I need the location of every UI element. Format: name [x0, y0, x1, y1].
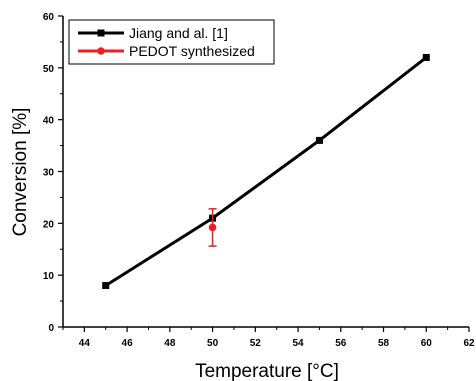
- x-tick-label: 56: [335, 338, 347, 349]
- x-tick-label: 54: [292, 338, 304, 349]
- y-axis-title: Conversion [%]: [10, 108, 31, 237]
- y-tick-label: 0: [48, 323, 54, 334]
- series-1: [102, 54, 430, 289]
- y-tick-label: 20: [43, 219, 55, 230]
- x-tick-label: 46: [122, 338, 134, 349]
- data-point: [209, 224, 217, 232]
- x-tick-label: 60: [421, 338, 433, 349]
- data-point: [316, 137, 323, 144]
- x-tick-label: 52: [250, 338, 262, 349]
- data-series: [102, 54, 430, 289]
- y-tick-label: 10: [43, 271, 55, 282]
- x-tick-label: 62: [463, 338, 475, 349]
- data-point: [423, 54, 430, 61]
- y-tick-label: 40: [43, 116, 55, 127]
- legend-marker: [97, 47, 105, 55]
- x-tick-label: 58: [378, 338, 390, 349]
- x-tick-label: 50: [207, 338, 219, 349]
- legend-marker: [98, 30, 105, 37]
- legend-label: PEDOT synthesized: [129, 43, 255, 59]
- x-tick-label: 48: [164, 338, 176, 349]
- legend: Jiang and al. [1] PEDOT synthesized: [69, 20, 274, 64]
- y-tick-label: 50: [43, 64, 55, 75]
- x-axis-title: Temperature [°C]: [195, 361, 339, 381]
- x-tick-label: 44: [79, 338, 91, 349]
- legend-label: Jiang and al. [1]: [129, 25, 228, 41]
- y-tick-label: 60: [43, 12, 55, 23]
- series-line: [106, 57, 427, 285]
- data-point: [102, 282, 109, 289]
- y-tick-label: 30: [43, 168, 55, 179]
